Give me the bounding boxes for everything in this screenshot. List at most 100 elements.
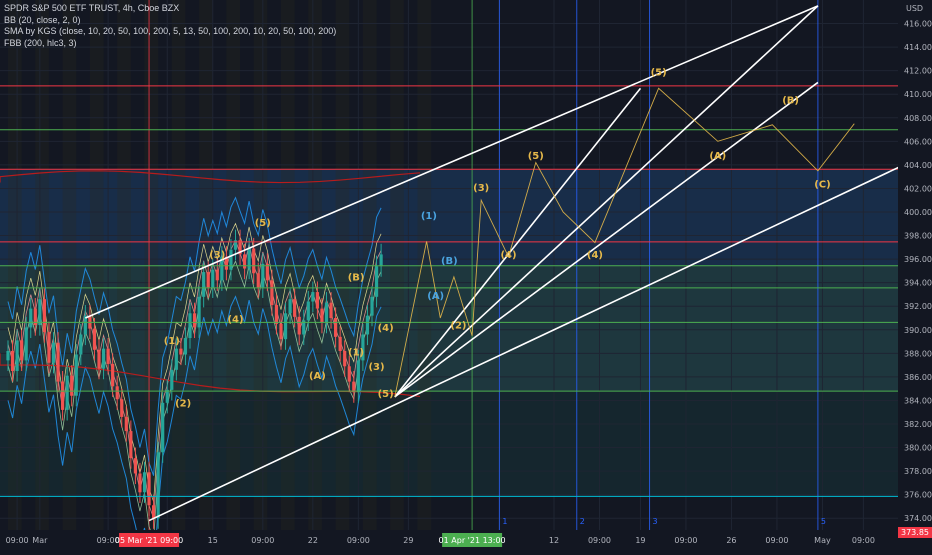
candle-body: [293, 299, 297, 317]
vertical-marker-number: 5: [821, 517, 826, 526]
x-axis-tick-label: 22: [308, 536, 318, 545]
legend-indicator-sma[interactable]: SMA by KGS (close, 10, 20, 50, 100, 200,…: [4, 26, 337, 36]
candle-body: [15, 340, 19, 371]
candle-body: [220, 256, 224, 281]
x-axis-tick-label: 09:00: [347, 536, 370, 545]
candle-body: [243, 254, 247, 269]
candle-body: [142, 472, 147, 493]
wave-projection-path: [394, 87, 855, 397]
x-axis-highlight-green-label: 01 Apr '21 13:00: [439, 536, 506, 545]
candle-body: [161, 402, 165, 453]
session-stripe: [144, 0, 159, 530]
candle-body: [10, 350, 15, 371]
candle-body: [147, 472, 151, 506]
x-axis-tick-label: 09:00: [765, 536, 788, 545]
wave-label: (2): [450, 321, 466, 332]
candle-body: [270, 280, 274, 306]
x-axis-tick-label: 09:00: [674, 536, 697, 545]
x-axis-highlight-red: [119, 533, 180, 547]
y-axis-tick-label: 402.00: [904, 184, 932, 193]
y-axis-tick-label: 380.00: [904, 444, 932, 453]
candle-body: [256, 273, 260, 288]
x-axis-tick-label: 29: [403, 536, 413, 545]
candle-body: [365, 315, 370, 335]
vertical-marker-number: 3: [653, 517, 658, 526]
session-stripe: [89, 0, 104, 530]
session-stripe: [8, 0, 22, 530]
x-axis-tick-label: May: [814, 536, 831, 545]
y-axis-tick-label: 384.00: [904, 396, 932, 405]
trend-channel-upper: [85, 5, 819, 319]
candle-body: [83, 315, 87, 335]
y-axis-tick-label: 406.00: [904, 137, 932, 146]
x-axis-tick-label: Mar: [32, 536, 48, 545]
wave-label: (4): [378, 323, 394, 334]
x-axis-tick-label: 09:00: [97, 536, 120, 545]
candle-body: [111, 363, 115, 387]
candle-body: [97, 349, 101, 369]
candle-body: [101, 348, 106, 369]
y-axis-tick-label: 374.00: [904, 514, 932, 523]
session-stripe: [335, 0, 350, 530]
candle-body: [29, 308, 33, 328]
y-axis-background: [898, 0, 932, 550]
wave-label: (B): [348, 272, 365, 283]
y-axis-tick-label: 396.00: [904, 255, 932, 264]
candle-body: [38, 299, 42, 326]
y-axis-tick-label: 386.00: [904, 373, 932, 382]
trend-line-fan-1: [394, 5, 819, 398]
x-axis-tick-label: 09:00: [852, 536, 875, 545]
candle-body: [170, 369, 174, 390]
candle-body: [206, 272, 210, 288]
candle-body: [338, 336, 342, 351]
candle-body: [179, 348, 183, 355]
zone-lower: [0, 391, 898, 497]
wave-label: (4): [500, 250, 516, 261]
candle-body: [197, 296, 201, 328]
wave-label: (5): [255, 218, 271, 229]
candle-body: [174, 348, 178, 370]
candle-body: [352, 381, 356, 393]
candle-body: [20, 340, 24, 361]
y-axis-tick-label: 376.00: [904, 491, 932, 500]
y-axis-tick-label: 404.00: [904, 161, 932, 170]
candle-body: [56, 342, 60, 382]
wave-label: (1): [164, 336, 180, 347]
wave-label: (B): [441, 256, 458, 267]
wave-label: (C): [814, 179, 830, 190]
candle-body: [24, 327, 28, 361]
trend-line-fan-2: [394, 81, 819, 398]
legend-title[interactable]: SPDR S&P 500 ETF TRUST, 4h, Cboe BZX: [4, 3, 180, 13]
wave-label: (A): [309, 371, 326, 382]
x-axis-tick-label: 09:00: [588, 536, 611, 545]
legend-indicator-bb[interactable]: BB (20, close, 2, 0): [4, 14, 81, 25]
y-axis-tick-label: 390.00: [904, 326, 932, 335]
candle-body: [343, 350, 347, 367]
wave-label: (B): [782, 96, 799, 107]
wave-label: (5): [651, 67, 667, 78]
x-axis-tick-label: 12: [549, 536, 559, 545]
candle-body: [356, 360, 360, 393]
candle-body: [238, 240, 242, 255]
y-axis-tick-label: 414.00: [904, 43, 932, 52]
candle-body: [370, 296, 374, 316]
candle-body: [274, 305, 279, 324]
candle-body: [265, 263, 269, 281]
candle-body: [302, 320, 306, 335]
candle-body: [92, 328, 97, 350]
y-axis-tick-label: 382.00: [904, 420, 932, 429]
y-axis-tick-label: 398.00: [904, 232, 932, 241]
candle-body: [224, 256, 228, 270]
candle-body: [324, 302, 329, 323]
candle-body: [120, 399, 124, 417]
candle-body: [252, 248, 256, 274]
candle-body: [229, 249, 233, 270]
trend-line-fan-3: [394, 87, 642, 398]
candle-body: [283, 313, 288, 340]
x-axis-highlight-red-label: 05 Mar '21 09:00: [115, 536, 183, 545]
legend-indicator-fbb[interactable]: FBB (200, hlc3, 3): [4, 37, 77, 48]
candle-body: [320, 308, 324, 323]
y-axis-tick-label: 388.00: [904, 349, 932, 358]
